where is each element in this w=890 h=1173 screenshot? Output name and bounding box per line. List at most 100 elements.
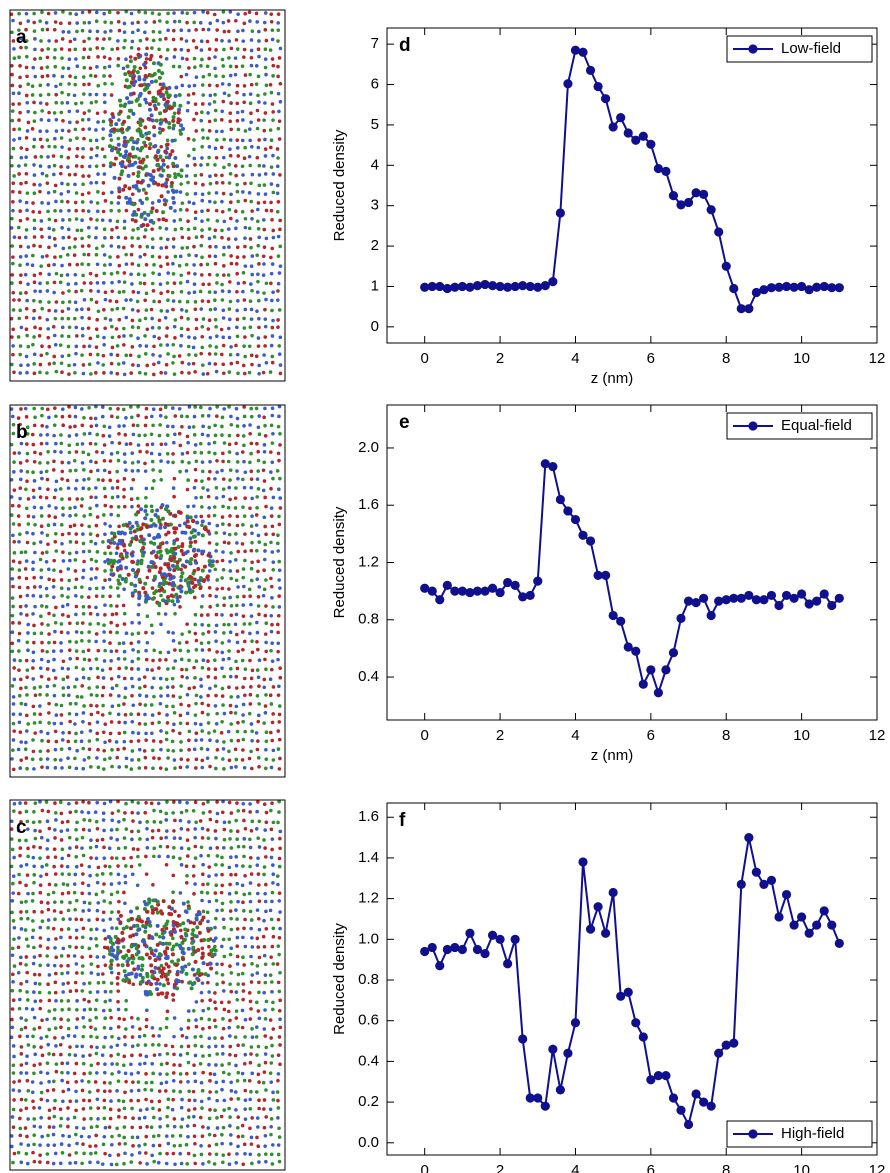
particle [261,934,266,939]
particle [10,335,14,339]
particle [19,740,24,744]
particle [263,406,267,411]
particle [67,746,72,751]
particle [235,110,240,115]
particle [144,854,148,859]
particle [129,252,134,257]
particle [151,748,155,753]
particle [201,136,205,140]
particle [88,92,92,97]
particle [257,990,261,995]
particle [269,917,274,922]
particle [235,352,240,357]
particle [74,677,79,682]
particle [95,800,100,805]
particle [186,1108,191,1112]
particle [167,581,172,586]
particle [270,354,275,359]
particle [18,712,23,717]
particle [32,144,36,149]
particle [256,739,260,743]
particle [10,281,14,285]
particle [32,423,37,428]
particle [271,820,276,825]
particle [129,45,134,50]
particle [44,469,49,474]
particle [96,865,101,870]
particle [166,93,171,98]
particle [256,756,261,760]
particle [95,756,99,760]
particle [40,306,44,311]
particle [68,506,72,511]
particle [139,180,144,185]
particle [51,584,56,589]
particle [247,991,252,995]
particle [157,326,161,330]
particle [122,424,126,428]
particle [194,75,199,79]
particle [191,201,196,206]
particle [109,452,114,456]
particle [179,273,184,278]
particle [110,112,115,117]
particle [243,216,248,221]
particle [136,363,141,368]
particle [46,47,50,51]
particle [148,142,153,147]
particle [227,800,232,805]
particle [133,588,138,593]
particle [102,335,106,340]
particle [185,854,190,858]
particle [229,695,234,699]
particle [130,192,135,197]
particle [52,721,57,726]
particle [68,621,72,626]
particle [116,917,121,921]
particle [72,1115,77,1120]
particle [144,738,148,742]
particle [175,595,180,600]
particle [271,63,276,68]
particle [12,174,16,178]
particle [196,566,201,571]
particle [227,162,231,167]
particle [32,864,36,869]
particle [53,218,58,223]
particle [249,926,253,931]
particle [144,872,149,876]
particle [213,66,217,71]
particle [150,414,154,419]
particle [192,282,197,286]
particle [180,235,185,240]
particle [166,598,171,603]
particle [249,451,253,456]
particle [80,1088,85,1093]
particle [199,351,203,356]
particle [201,1070,205,1075]
particle [54,883,58,887]
particle [199,1044,204,1049]
particle [95,111,100,116]
particle [147,533,152,538]
particle [131,1080,135,1084]
particle [249,722,254,726]
particle [227,181,232,185]
particle [60,856,64,861]
particle [10,12,14,17]
particle [256,279,260,284]
particle [200,729,205,733]
particle [75,334,79,338]
particle [100,872,105,876]
particle [264,1045,269,1050]
particle [24,354,29,359]
particle [250,650,255,655]
particle [157,433,162,438]
particle [79,739,84,744]
particle [146,172,151,177]
particle [72,93,77,98]
particle [234,486,238,490]
particle [249,1052,253,1056]
particle [103,559,107,564]
particle [126,115,131,120]
